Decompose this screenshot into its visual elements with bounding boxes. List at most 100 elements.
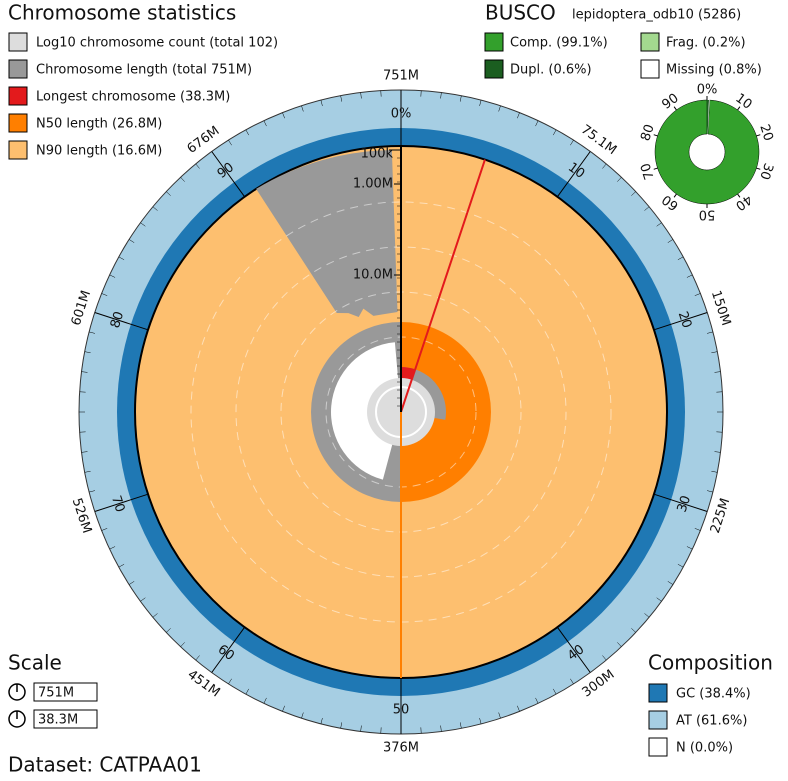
busco-tick bbox=[737, 106, 741, 111]
dataset: Dataset: CATPAA01 bbox=[8, 753, 202, 777]
ring-minor-tick bbox=[128, 581, 135, 585]
ring-tick bbox=[94, 493, 149, 512]
ring-tick bbox=[653, 493, 708, 512]
ring-minor-tick bbox=[570, 678, 574, 685]
ring-minor-tick bbox=[245, 129, 249, 136]
ring-minor-tick bbox=[459, 722, 462, 729]
ring-minor-tick bbox=[667, 581, 674, 585]
busco-tick-label: 30 bbox=[756, 161, 775, 181]
ring-minor-tick bbox=[263, 120, 267, 127]
busco-tick bbox=[673, 193, 677, 198]
ring-minor-tick bbox=[282, 705, 285, 712]
busco-swatch bbox=[484, 32, 504, 52]
stats-swatch bbox=[8, 32, 28, 52]
ring-minor-tick bbox=[459, 95, 462, 102]
inner-tick-label: 80 bbox=[108, 310, 127, 330]
busco-title: BUSCO bbox=[485, 1, 556, 25]
ring-minor-tick bbox=[535, 120, 539, 127]
stats-swatch bbox=[8, 86, 28, 106]
busco-lineage: lepidoptera_odb10 (5286) bbox=[572, 8, 741, 23]
ring-minor-tick bbox=[602, 163, 607, 169]
stats-legend: N50 length (26.8M) bbox=[36, 117, 162, 132]
stats-title: Chromosome statistics bbox=[8, 1, 236, 25]
inner-tick-label: 20 bbox=[675, 310, 694, 330]
busco-tick-label: 70 bbox=[638, 161, 657, 181]
ring-minor-tick bbox=[498, 105, 501, 112]
ring-minor-tick bbox=[180, 177, 185, 182]
stats-legend: Longest chromosome (38.3M) bbox=[36, 90, 230, 105]
composition-legend: GC (38.4%) bbox=[676, 687, 751, 702]
ring-minor-tick bbox=[440, 92, 442, 99]
ring-minor-tick bbox=[195, 655, 200, 661]
ring-minor-tick bbox=[479, 100, 482, 106]
ring-minor-tick bbox=[360, 92, 362, 99]
ring-minor-tick bbox=[517, 112, 520, 119]
ring-minor-tick bbox=[617, 177, 622, 182]
busco-tick bbox=[756, 167, 761, 170]
ring-minor-tick bbox=[677, 256, 684, 260]
ring-minor-tick bbox=[602, 655, 607, 661]
ring-minor-tick bbox=[570, 139, 574, 146]
ring-minor-tick bbox=[340, 95, 343, 102]
ring-minor-tick bbox=[340, 722, 343, 729]
ring-minor-tick bbox=[128, 239, 135, 243]
ring-minor-tick bbox=[686, 274, 693, 278]
outer-tick-label: 376M bbox=[383, 741, 419, 756]
ring-minor-tick bbox=[667, 239, 674, 243]
outer-tick-label: 526M bbox=[69, 496, 94, 535]
radial-tick-label: 100k bbox=[361, 147, 394, 162]
ring-minor-tick bbox=[166, 191, 171, 196]
ring-tick bbox=[211, 626, 246, 673]
ring-minor-tick bbox=[81, 371, 88, 373]
ring-minor-tick bbox=[677, 564, 684, 568]
inner-tick-label: 70 bbox=[108, 494, 127, 514]
ring-minor-tick bbox=[656, 222, 662, 227]
busco-tick bbox=[737, 193, 741, 198]
ring-minor-tick bbox=[228, 678, 232, 685]
ring-minor-tick bbox=[617, 642, 622, 647]
busco-legend: Comp. (99.1%) bbox=[510, 36, 608, 51]
busco-swatch bbox=[640, 32, 660, 52]
scale-box bbox=[33, 709, 98, 729]
ring-minor-tick bbox=[631, 628, 636, 633]
ring-minor-tick bbox=[694, 528, 701, 531]
ring-minor-tick bbox=[118, 564, 125, 568]
busco-tick-label: 50 bbox=[699, 207, 716, 222]
scale-value: 751M bbox=[38, 686, 74, 701]
busco-tick bbox=[673, 106, 677, 111]
busco-dupl bbox=[707, 100, 709, 135]
ring-minor-tick bbox=[89, 331, 95, 334]
ring-minor-tick bbox=[686, 546, 693, 550]
busco-tick bbox=[756, 134, 761, 137]
ring-minor-tick bbox=[89, 490, 95, 493]
count-area bbox=[330, 342, 401, 480]
ring-minor-tick bbox=[644, 206, 650, 211]
outer-tick-label: 601M bbox=[69, 289, 94, 328]
ring-minor-tick bbox=[535, 697, 539, 704]
stats-swatch bbox=[8, 113, 28, 133]
radial-tick-label: 10.0M bbox=[353, 268, 393, 283]
ring-minor-tick bbox=[320, 718, 323, 724]
inner-tick-label: 0% bbox=[391, 107, 412, 122]
ring-minor-tick bbox=[180, 642, 185, 647]
ring-minor-tick bbox=[479, 718, 482, 724]
composition-legend: N (0.0%) bbox=[676, 741, 733, 756]
ring-minor-tick bbox=[631, 191, 636, 196]
longest-line bbox=[400, 159, 486, 413]
radial-tick-label: 1.00M bbox=[353, 177, 393, 192]
length-sector bbox=[256, 150, 398, 317]
busco-tick-label: 20 bbox=[756, 123, 775, 143]
ring-minor-tick bbox=[320, 100, 323, 106]
ring-minor-tick bbox=[553, 688, 557, 695]
busco-tick bbox=[653, 134, 658, 137]
outer-tick-label: 751M bbox=[383, 69, 419, 84]
ring-minor-tick bbox=[140, 222, 146, 227]
ring-minor-tick bbox=[644, 613, 650, 618]
busco-legend: Dupl. (0.6%) bbox=[510, 63, 592, 78]
stats-legend: Log10 chromosome count (total 102) bbox=[36, 36, 278, 51]
busco-tick-label: 80 bbox=[638, 123, 657, 143]
ring-minor-tick bbox=[282, 112, 285, 119]
stats-legend: N90 length (16.6M) bbox=[36, 144, 162, 159]
busco-legend: Missing (0.8%) bbox=[666, 63, 762, 78]
